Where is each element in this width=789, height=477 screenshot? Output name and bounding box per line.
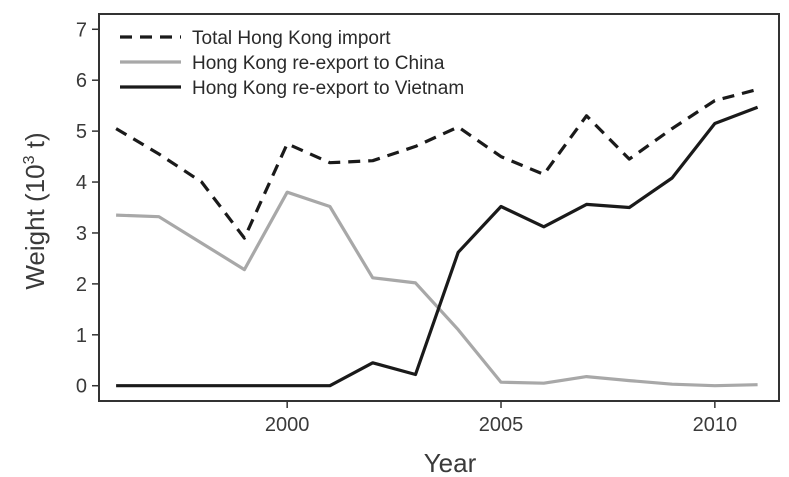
x-axis-title: Year: [424, 448, 477, 477]
y-tick-label: 0: [76, 376, 87, 398]
legend-label: Hong Kong re-export to Vietnam: [192, 78, 464, 99]
y-axis: 0 1 2 3 4 5 6 7: [76, 19, 99, 398]
y-tick-label: 5: [76, 121, 87, 143]
y-tick-label: 6: [76, 70, 87, 92]
y-tick-label: 2: [76, 274, 87, 296]
x-axis: 2000 2005 2010: [265, 401, 737, 436]
legend-label: Hong Kong re-export to China: [192, 53, 445, 74]
series-line-1: [115, 87, 759, 240]
y-tick-label: 4: [76, 172, 87, 194]
x-tick-label: 2000: [265, 414, 310, 436]
legend-label: Total Hong Kong import: [192, 28, 391, 49]
y-axis-title: Weight (103 t): [20, 132, 50, 289]
x-tick-label: 2005: [479, 414, 524, 436]
x-tick-label: 2010: [693, 414, 738, 436]
y-axis-title-main: Weight (10: [20, 164, 50, 289]
legend: Total Hong Kong import Hong Kong re-expor…: [120, 28, 464, 99]
series-line-3: [116, 105, 759, 388]
series-lines: [115, 87, 759, 388]
y-tick-label: 1: [76, 325, 87, 347]
plot-frame: [98, 13, 780, 402]
y-tick-label: 7: [76, 19, 87, 41]
y-axis-title-exponent: 3: [21, 155, 38, 164]
series-line-2: [116, 190, 758, 388]
y-axis-title-unit: t): [20, 132, 50, 155]
y-tick-label: 3: [76, 223, 87, 245]
